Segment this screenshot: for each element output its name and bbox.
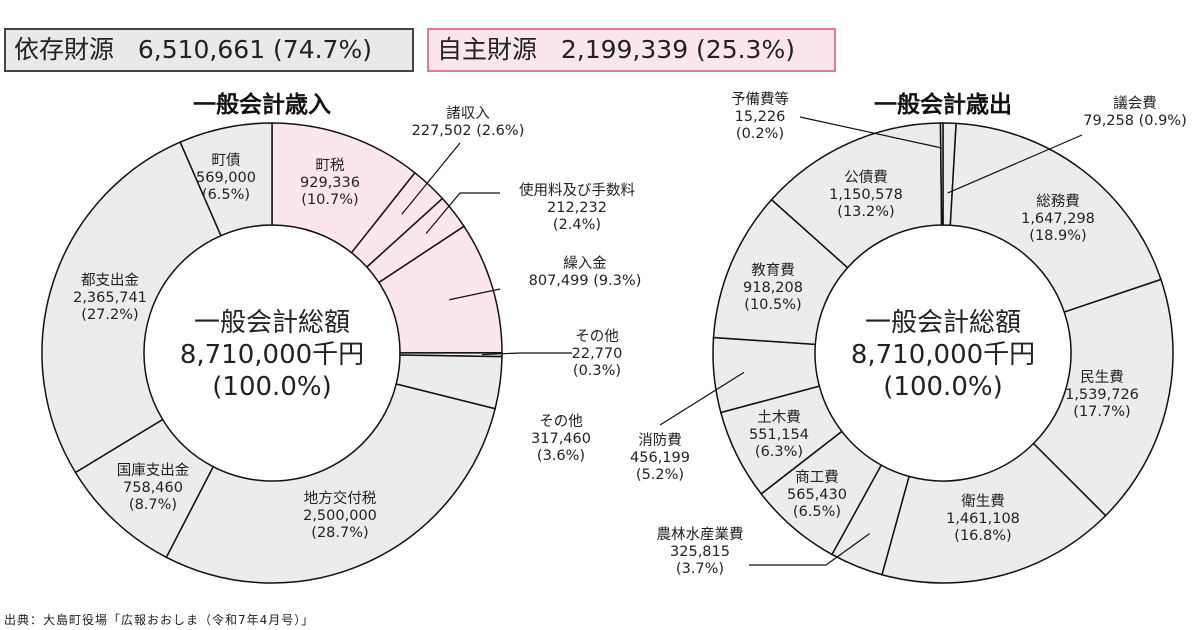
revenue-label-4: その他 22,770 (0.3%) bbox=[572, 328, 623, 379]
expenditure-slice-1 bbox=[949, 122, 1162, 314]
expenditure-label-2: 民生費 1,539,726 (17.7%) bbox=[1065, 369, 1139, 420]
dependent-revenue-pct: (74.7%) bbox=[273, 35, 372, 64]
expenditure-title: 一般会計歳出 bbox=[874, 91, 1012, 118]
dependent-revenue-value: 6,510,661 bbox=[137, 35, 266, 64]
revenue-label-6: 地方交付税 2,500,000 (28.7%) bbox=[303, 489, 377, 541]
revenue-label-3: 繰入金 807,499 (9.3%) bbox=[529, 255, 642, 289]
revenue-label-2: 使用料及び手数料 212,232 (2.4%) bbox=[519, 182, 635, 233]
revenue-slice-8 bbox=[41, 141, 222, 474]
revenue-center-text-2: (100.0%) bbox=[212, 372, 331, 402]
own-revenue-pct: (25.3%) bbox=[696, 35, 795, 64]
dependent-revenue-box: 依存財源 6,510,661 (74.7%) bbox=[4, 28, 414, 72]
expenditure-leader-7 bbox=[659, 371, 745, 426]
own-revenue-label: 自主財源 bbox=[437, 35, 538, 64]
expenditure-label-3: 衛生費 1,461,108 (16.8%) bbox=[946, 493, 1020, 544]
revenue-slice-9 bbox=[179, 122, 273, 237]
expenditure-leader-10 bbox=[799, 116, 943, 149]
revenue-leader-1 bbox=[401, 142, 461, 215]
revenue-slice-6 bbox=[165, 383, 497, 584]
expenditure-slice-10 bbox=[939, 122, 944, 226]
revenue-leader-3 bbox=[449, 288, 501, 301]
expenditure-label-6: 土木費 551,154 (6.3%) bbox=[749, 409, 809, 460]
expenditure-label-7: 消防費 456,199 (5.2%) bbox=[630, 432, 690, 483]
expenditure-label-9: 公債費 1,150,578 (13.2%) bbox=[829, 169, 903, 220]
expenditure-label-0: 議会費 79,258 (0.9%) bbox=[1083, 94, 1187, 129]
expenditure-center-text-1: 8,710,000千円 bbox=[851, 340, 1035, 370]
revenue-center-text-0: 一般会計総額 bbox=[194, 308, 350, 338]
expenditure-label-4: 農林水産業費 325,815 (3.7%) bbox=[657, 526, 744, 577]
expenditure-center-text-0: 一般会計総額 bbox=[865, 308, 1021, 338]
expenditure-center-text-2: (100.0%) bbox=[883, 372, 1002, 402]
revenue-label-8: 都支出金 2,365,741 (27.2%) bbox=[73, 272, 147, 323]
expenditure-label-1: 総務費 1,647,298 (18.9%) bbox=[1021, 193, 1095, 244]
revenue-leader-2 bbox=[425, 192, 500, 234]
dependent-revenue-label: 依存財源 bbox=[14, 35, 115, 64]
revenue-label-5: その他 317,460 (3.6%) bbox=[531, 413, 591, 464]
expenditure-slice-2 bbox=[1032, 278, 1174, 517]
expenditure-label-5: 商工費 565,430 (6.5%) bbox=[787, 469, 847, 520]
own-revenue-box: 自主財源 2,199,339 (25.3%) bbox=[427, 28, 836, 72]
expenditure-leader-0 bbox=[947, 134, 1083, 194]
revenue-label-0: 町税 929,336 (10.7%) bbox=[300, 157, 360, 208]
source-credit: 出典：大島町役場「広報おおしま（令和7年4月号）」 bbox=[4, 613, 315, 627]
revenue-label-1: 諸収入 227,502 (2.6%) bbox=[412, 105, 525, 139]
own-revenue-value: 2,199,339 bbox=[560, 35, 689, 64]
revenue-leader-4 bbox=[481, 352, 572, 356]
revenue-title: 一般会計歳入 bbox=[193, 91, 331, 118]
revenue-label-9: 町債 569,000 (6.5%) bbox=[196, 152, 256, 203]
expenditure-label-10: 予備費等 15,226 (0.2%) bbox=[731, 90, 789, 142]
revenue-center-text-1: 8,710,000千円 bbox=[180, 340, 364, 370]
expenditure-label-8: 教育費 918,208 (10.5%) bbox=[743, 262, 803, 313]
expenditure-slice-3 bbox=[881, 442, 1107, 584]
revenue-label-7: 国庫支出金 758,460 (8.7%) bbox=[117, 462, 190, 513]
expenditure-leader-4 bbox=[749, 533, 870, 566]
